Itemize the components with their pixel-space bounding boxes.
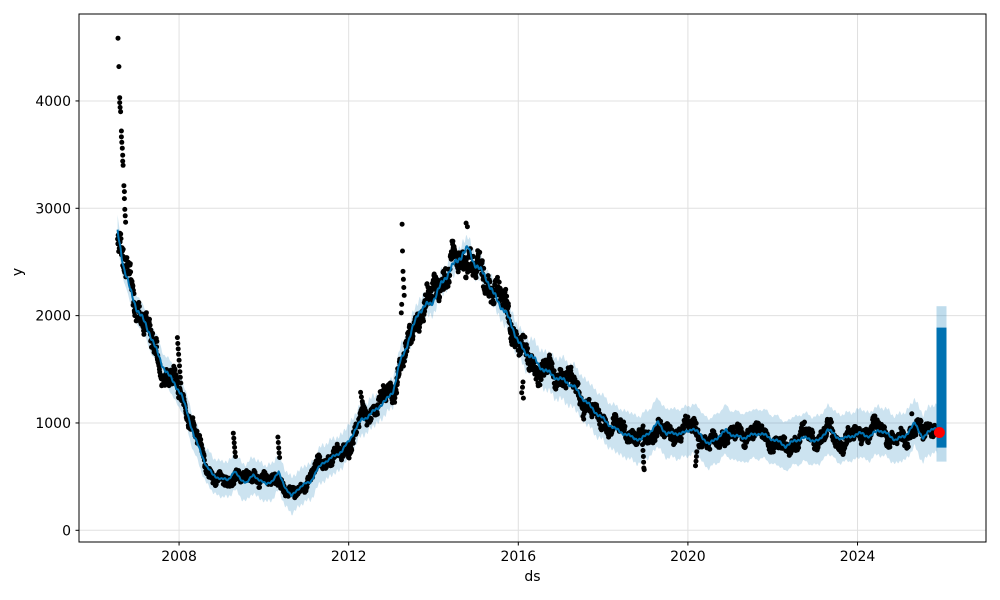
y-tick-label: 0 xyxy=(62,523,71,539)
y-tick-label: 1000 xyxy=(35,416,71,432)
y-tick-label: 2000 xyxy=(35,309,71,325)
gridlines xyxy=(79,14,986,542)
y-tick-label: 3000 xyxy=(35,201,71,217)
x-axis-label: ds xyxy=(524,569,540,585)
forecast-bar xyxy=(936,327,947,448)
x-tick-label: 2012 xyxy=(331,549,367,565)
forecast-line xyxy=(116,229,938,498)
chart-generated-content: 2008 2012 2016 2020 2024 0 1000 2000 3000 4000 xyxy=(35,13,987,565)
axis-ticks xyxy=(75,100,859,546)
outlier-points xyxy=(115,35,915,473)
y-tick-label: 4000 xyxy=(35,94,71,110)
y-axis-label: y xyxy=(10,268,26,276)
plot-border xyxy=(78,13,987,543)
x-tick-label: 2020 xyxy=(670,549,706,565)
x-tick-label: 2008 xyxy=(161,549,197,565)
x-tick-label: 2024 xyxy=(840,549,876,565)
x-tick-label: 2016 xyxy=(500,549,536,565)
latest-forecast-point xyxy=(933,427,945,438)
